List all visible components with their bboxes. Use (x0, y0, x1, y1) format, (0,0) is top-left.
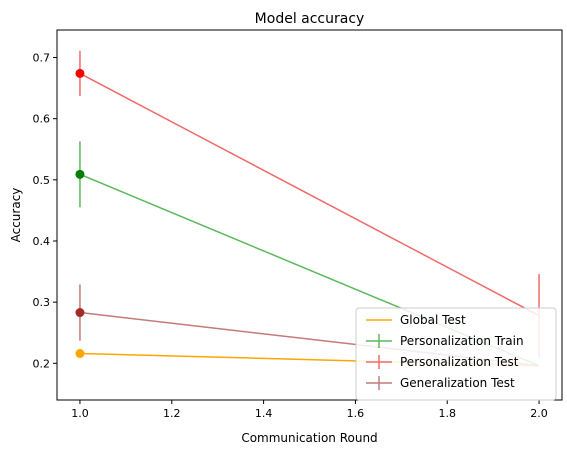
x-tick-label: 1.4 (255, 407, 273, 420)
y-axis-label: Accuracy (9, 188, 23, 243)
legend-label-0: Global Test (400, 313, 466, 327)
chart-title: Model accuracy (255, 11, 365, 27)
y-tick-label: 0.5 (33, 174, 51, 187)
y-tick-label: 0.7 (33, 52, 51, 65)
plot-frame (56, 29, 563, 401)
legend-box (355, 307, 557, 401)
x-tick-label: 1.6 (347, 407, 365, 420)
y-tick-label: 0.6 (33, 113, 51, 126)
legend-label-2: Personalization Test (400, 355, 519, 369)
x-tick-label: 1.2 (163, 407, 181, 420)
data-point-0 (75, 349, 85, 359)
x-tick-label: 1.8 (438, 407, 456, 420)
legend-label-1: Personalization Train (400, 334, 524, 348)
data-point-2 (75, 68, 85, 78)
legend: Global Test Personalization Train Personal… (355, 307, 557, 401)
y-tick-label: 0.3 (33, 296, 51, 309)
data-point-1 (75, 169, 85, 179)
data-point-3 (75, 308, 85, 318)
legend-label-3: Generalization Test (400, 376, 515, 390)
series-line-2 (79, 72, 540, 317)
x-tick-label: 1.0 (71, 407, 89, 420)
y-tick-label: 0.2 (33, 357, 51, 370)
y-tick-label: 0.4 (33, 235, 51, 248)
x-tick-label: 2.0 (530, 407, 548, 420)
x-axis-label: Communication Round (241, 431, 377, 445)
